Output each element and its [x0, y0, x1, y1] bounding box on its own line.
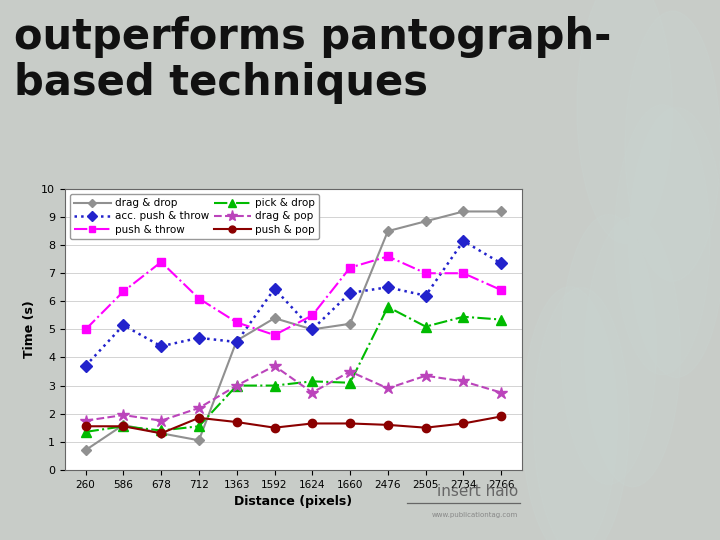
- drag & drop: [157, 430, 166, 436]
- push & throw: [194, 295, 203, 302]
- drag & pop: [421, 373, 430, 379]
- acc. push & throw: [194, 335, 203, 341]
- drag & drop: [233, 338, 241, 344]
- X-axis label: Distance (pixels): Distance (pixels): [234, 495, 353, 508]
- drag & drop: [308, 326, 317, 333]
- push & throw: [233, 319, 241, 326]
- drag & drop: [194, 437, 203, 443]
- drag & drop: [384, 228, 392, 234]
- pick & drop: [346, 380, 354, 386]
- drag & pop: [497, 389, 505, 396]
- Circle shape: [522, 287, 618, 540]
- Line: drag & drop: drag & drop: [82, 208, 505, 454]
- Legend: drag & drop, acc. push & throw, push & throw, pick & drop, drag & pop, push & po: drag & drop, acc. push & throw, push & t…: [70, 194, 319, 239]
- pick & drop: [497, 316, 505, 323]
- drag & pop: [459, 378, 468, 384]
- push & throw: [270, 332, 279, 338]
- acc. push & throw: [459, 238, 468, 244]
- drag & pop: [233, 382, 241, 389]
- acc. push & throw: [384, 284, 392, 291]
- pick & drop: [194, 423, 203, 429]
- push & pop: [270, 424, 279, 431]
- acc. push & throw: [346, 289, 354, 296]
- acc. push & throw: [233, 339, 241, 345]
- Text: www.publicationtag.com: www.publicationtag.com: [432, 512, 518, 518]
- drag & pop: [384, 385, 392, 392]
- drag & pop: [270, 363, 279, 369]
- pick & drop: [459, 314, 468, 320]
- push & throw: [346, 265, 354, 271]
- push & throw: [81, 326, 90, 333]
- push & pop: [308, 420, 317, 427]
- push & throw: [497, 287, 505, 293]
- Circle shape: [629, 107, 720, 377]
- push & pop: [119, 423, 127, 429]
- drag & pop: [119, 412, 127, 418]
- push & pop: [497, 413, 505, 420]
- Circle shape: [625, 11, 720, 281]
- drag & pop: [81, 417, 90, 424]
- push & pop: [81, 423, 90, 429]
- push & throw: [119, 288, 127, 295]
- push & throw: [157, 259, 166, 265]
- drag & drop: [270, 315, 279, 321]
- pick & drop: [81, 429, 90, 435]
- Line: drag & pop: drag & pop: [79, 360, 508, 427]
- Line: push & pop: push & pop: [81, 412, 505, 437]
- acc. push & throw: [119, 322, 127, 328]
- Line: pick & drop: pick & drop: [81, 302, 506, 437]
- push & pop: [346, 420, 354, 427]
- Circle shape: [585, 217, 680, 487]
- Circle shape: [561, 214, 657, 484]
- drag & pop: [194, 405, 203, 411]
- drag & drop: [459, 208, 468, 215]
- Circle shape: [614, 105, 710, 375]
- drag & drop: [421, 218, 430, 225]
- drag & drop: [346, 321, 354, 327]
- acc. push & throw: [497, 260, 505, 267]
- drag & drop: [497, 208, 505, 215]
- push & throw: [308, 312, 317, 319]
- push & pop: [421, 424, 430, 431]
- pick & drop: [233, 382, 241, 389]
- push & pop: [157, 430, 166, 436]
- Line: acc. push & throw: acc. push & throw: [81, 237, 505, 370]
- pick & drop: [270, 382, 279, 389]
- push & pop: [459, 420, 468, 427]
- acc. push & throw: [81, 363, 90, 369]
- push & pop: [233, 419, 241, 426]
- Line: push & throw: push & throw: [81, 252, 505, 339]
- Y-axis label: Time (s): Time (s): [22, 301, 35, 358]
- pick & drop: [119, 423, 127, 429]
- pick & drop: [157, 427, 166, 434]
- push & pop: [194, 415, 203, 421]
- pick & drop: [384, 303, 392, 310]
- drag & drop: [81, 447, 90, 454]
- pick & drop: [308, 378, 317, 384]
- Circle shape: [577, 0, 672, 243]
- push & throw: [459, 270, 468, 276]
- acc. push & throw: [157, 343, 166, 349]
- push & throw: [421, 270, 430, 276]
- push & throw: [384, 253, 392, 260]
- drag & pop: [308, 389, 317, 396]
- acc. push & throw: [421, 293, 430, 299]
- push & pop: [384, 422, 392, 428]
- Text: insert halo: insert halo: [437, 484, 518, 500]
- drag & pop: [157, 417, 166, 424]
- Circle shape: [534, 288, 629, 540]
- Text: outperforms pantograph-
based techniques: outperforms pantograph- based techniques: [14, 16, 612, 104]
- acc. push & throw: [270, 286, 279, 292]
- pick & drop: [421, 323, 430, 330]
- acc. push & throw: [308, 326, 317, 333]
- drag & pop: [346, 368, 354, 375]
- drag & drop: [119, 422, 127, 428]
